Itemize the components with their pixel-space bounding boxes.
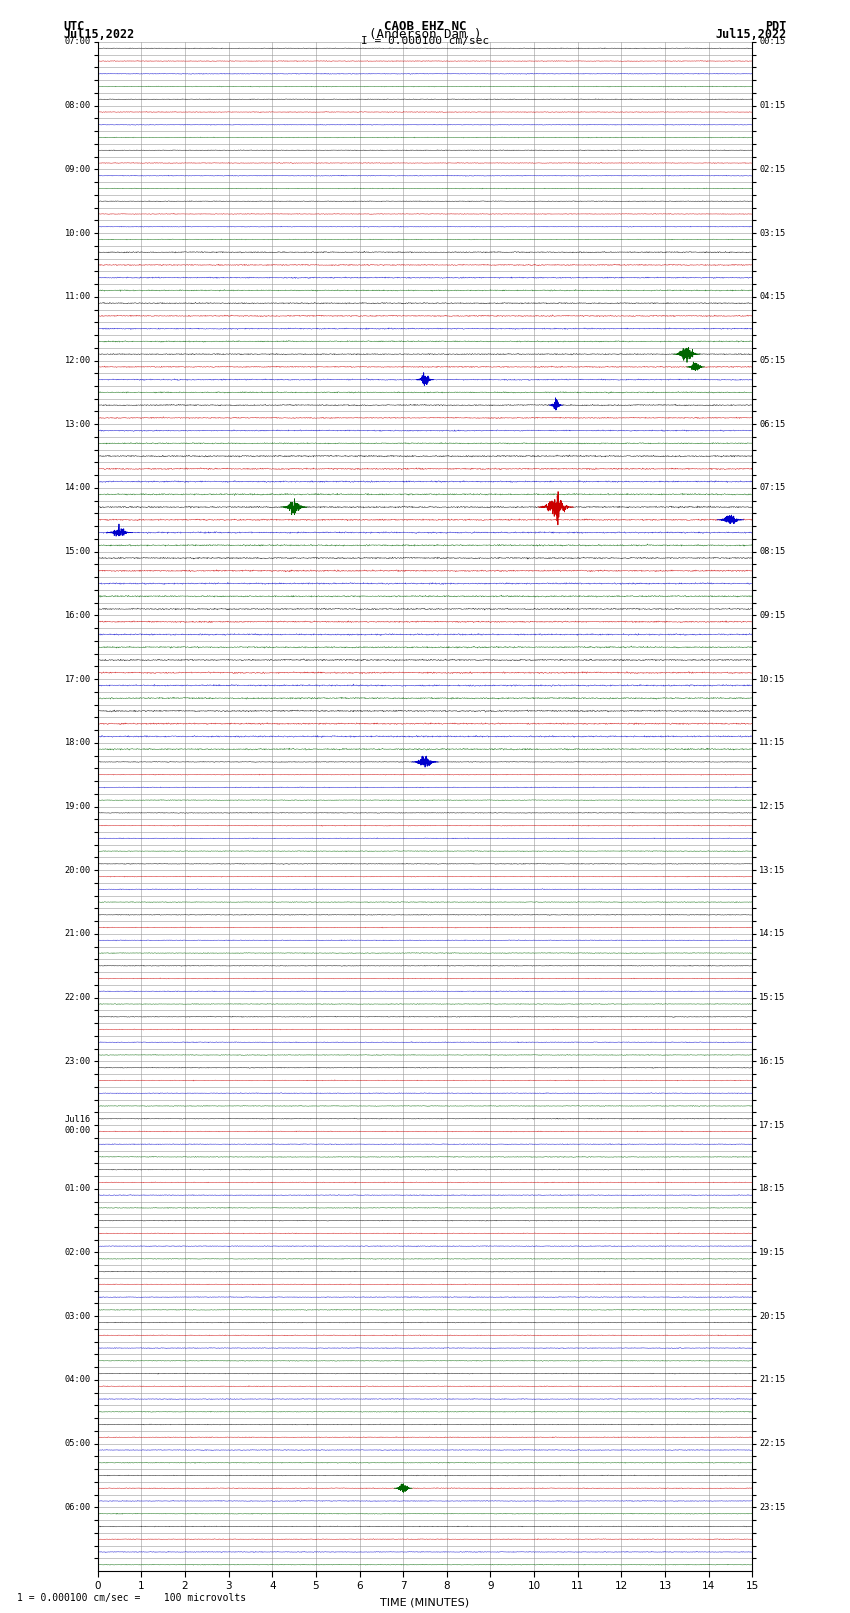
Text: PDT: PDT [765,19,786,34]
Text: 1 = 0.000100 cm/sec =    100 microvolts: 1 = 0.000100 cm/sec = 100 microvolts [17,1594,246,1603]
Text: Jul15,2022: Jul15,2022 [64,29,135,42]
Text: (Anderson Dam ): (Anderson Dam ) [369,29,481,42]
X-axis label: TIME (MINUTES): TIME (MINUTES) [381,1597,469,1607]
Text: CAOB EHZ NC: CAOB EHZ NC [383,19,467,34]
Text: Jul15,2022: Jul15,2022 [715,29,786,42]
Text: UTC: UTC [64,19,85,34]
Text: I = 0.000100 cm/sec: I = 0.000100 cm/sec [361,37,489,47]
